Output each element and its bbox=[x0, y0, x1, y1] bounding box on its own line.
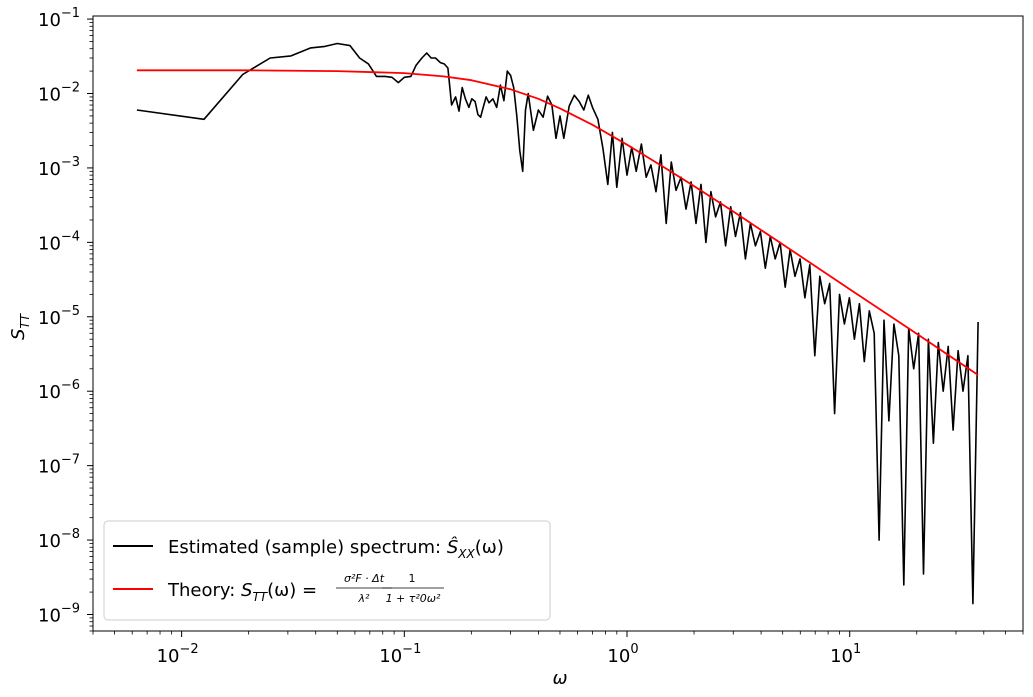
y-tick-label: 10−9 bbox=[38, 601, 80, 626]
x-tick-label: 101 bbox=[830, 642, 861, 667]
legend-theory-fraction1-denominator: λ² bbox=[358, 592, 371, 605]
legend-theory-fraction1-numerator: σ²F · Δt bbox=[344, 572, 385, 585]
y-axis-label: STT bbox=[8, 312, 32, 340]
legend-box bbox=[103, 520, 551, 621]
legend-label-estimated: Estimated (sample) spectrum: ŜXX(ω) bbox=[168, 536, 504, 561]
y-tick-label: 10−2 bbox=[38, 81, 80, 106]
y-tick-label: 10−1 bbox=[38, 6, 80, 31]
x-tick-label: 10−1 bbox=[379, 642, 421, 667]
x-tick-label: 100 bbox=[607, 642, 638, 667]
series-layer bbox=[136, 42, 979, 605]
plot-area bbox=[92, 15, 1024, 632]
legend-theory-fraction2-numerator: 1 bbox=[409, 572, 416, 585]
y-tick-label: 10−6 bbox=[38, 378, 80, 403]
y-tick-label: 10−7 bbox=[38, 453, 80, 478]
y-tick-label: 10−3 bbox=[38, 155, 80, 180]
y-tick-label: 10−4 bbox=[38, 229, 80, 254]
series-line-theory bbox=[136, 69, 979, 376]
x-axis-label: ω bbox=[552, 668, 567, 689]
y-tick-label: 10−5 bbox=[38, 304, 80, 329]
axes-frame bbox=[92, 15, 1024, 632]
legend-theory-fraction2-denominator: 1 + τ²0ω² bbox=[386, 592, 441, 605]
legend-label-theory: Theory: STT(ω) = bbox=[167, 580, 317, 604]
y-tick-label: 10−8 bbox=[38, 527, 80, 552]
x-axis-ticks: 10−2 10−1 100 101 bbox=[92, 631, 1024, 667]
x-tick-label: 10−2 bbox=[157, 642, 199, 667]
y-axis-ticks: 10−9 10−8 10−7 10−6 10−5 10−4 10−3 10−2 10−1 bbox=[38, 6, 93, 632]
legend: Estimated (sample) spectrum: ŜXX(ω) Theo… bbox=[103, 520, 551, 621]
series-line-estimated bbox=[136, 42, 979, 605]
